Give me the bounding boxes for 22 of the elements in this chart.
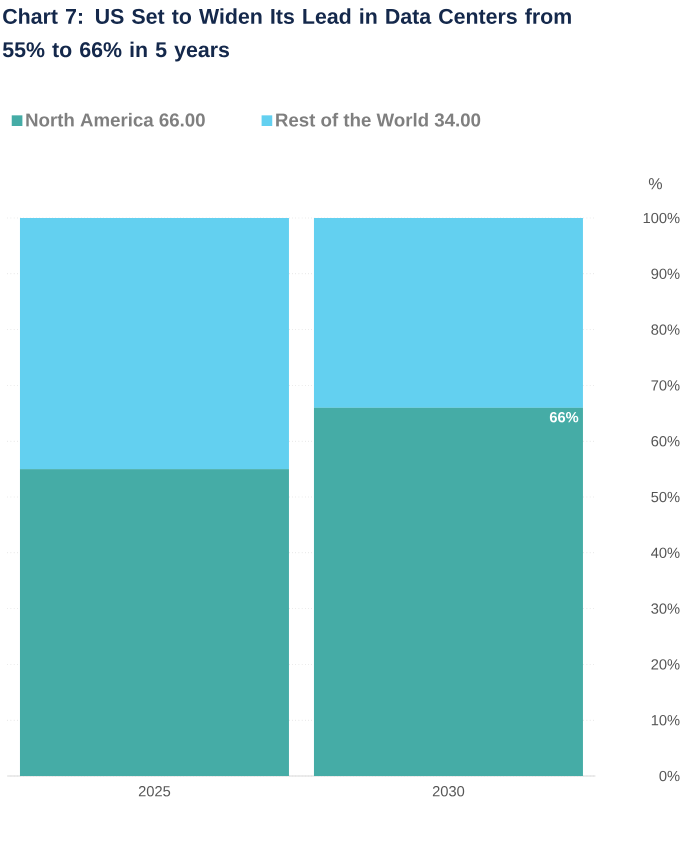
y-tick-label: 30%: [651, 603, 680, 614]
y-tick-label: 0%: [659, 770, 680, 782]
y-tick-label: 40%: [651, 548, 680, 558]
bar: [314, 408, 583, 776]
bar: [20, 469, 289, 776]
chart-title: Chart 7: US Set to Widen Its Lead in Data Centers from 55% to 66% in 5 years: [2, 8, 571, 62]
y-tick-label: 20%: [651, 659, 680, 670]
y-tick-label: 70%: [651, 380, 680, 391]
y-tick-label: 50%: [651, 492, 680, 502]
y-axis-title: %: [648, 178, 662, 190]
y-tick-label: 80%: [651, 324, 680, 335]
y-tick-label: 90%: [651, 268, 680, 279]
x-tick-label: 2025: [138, 786, 170, 796]
y-tick-label: 100%: [644, 212, 680, 224]
y-tick-label: 10%: [652, 715, 680, 726]
y-tick-label: 60%: [651, 436, 680, 446]
legend-label: Rest of the World 34.00: [276, 112, 480, 127]
legend-label: North America 66.00: [26, 112, 205, 127]
x-tick-label: 2030: [432, 786, 464, 796]
data-label: 66%: [550, 412, 578, 422]
bar: [20, 218, 289, 470]
bar: [314, 218, 583, 408]
